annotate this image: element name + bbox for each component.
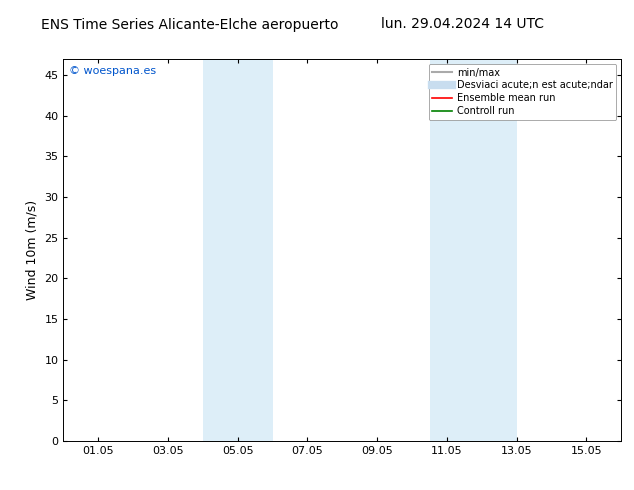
Y-axis label: Wind 10m (m/s): Wind 10m (m/s)	[26, 200, 39, 300]
Bar	[429, 59, 517, 441]
Text: ENS Time Series Alicante-Elche aeropuerto: ENS Time Series Alicante-Elche aeropuert…	[41, 18, 339, 31]
Legend: min/max, Desviaci acute;n est acute;ndar, Ensemble mean run, Controll run: min/max, Desviaci acute;n est acute;ndar…	[429, 64, 616, 120]
Bar	[203, 59, 273, 441]
Text: lun. 29.04.2024 14 UTC: lun. 29.04.2024 14 UTC	[381, 18, 545, 31]
Text: © woespana.es: © woespana.es	[69, 67, 156, 76]
